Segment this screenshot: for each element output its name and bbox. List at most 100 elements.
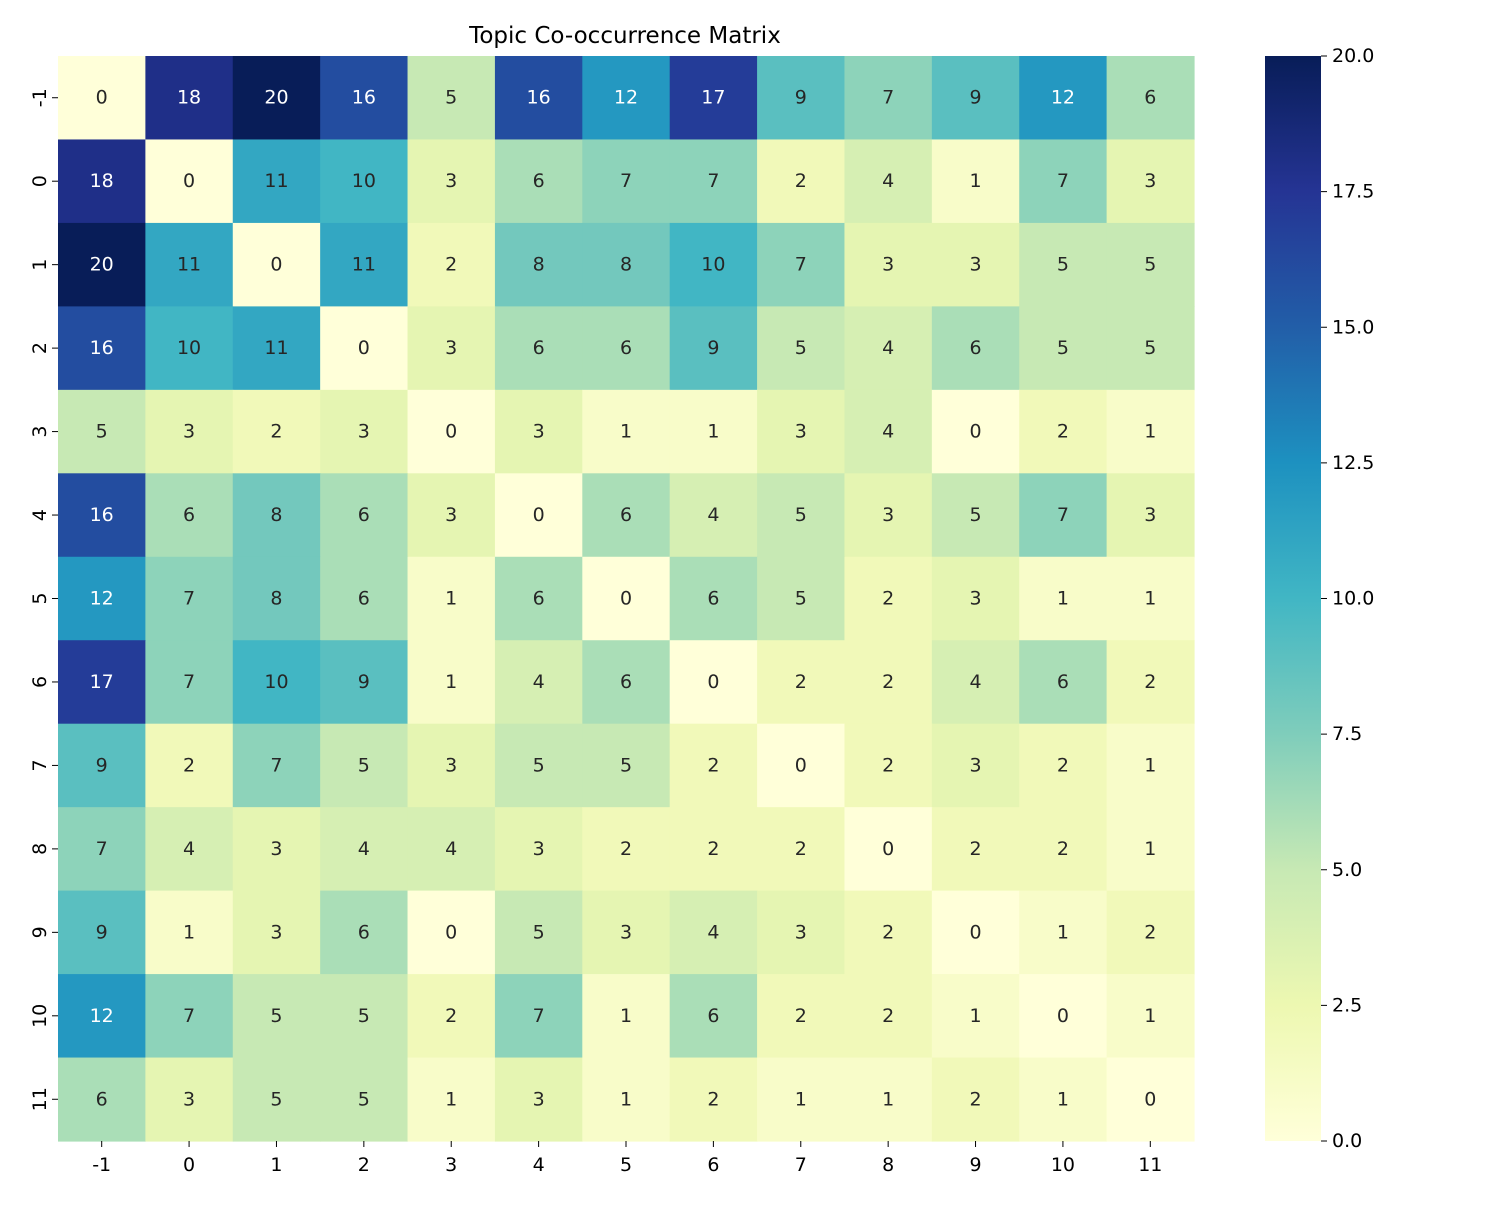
cell-value-label: 1 bbox=[1144, 1005, 1156, 1027]
heatmap-cell bbox=[844, 139, 933, 224]
cell-value-label: 2 bbox=[795, 671, 807, 693]
cell-value-label: 1 bbox=[1144, 588, 1156, 610]
heatmap-cell bbox=[931, 556, 1020, 641]
heatmap-cell bbox=[320, 807, 409, 892]
cell-value-label: 7 bbox=[1057, 170, 1069, 192]
y-tick-label: 4 bbox=[29, 509, 51, 521]
heatmap-cell bbox=[58, 890, 146, 975]
x-tick-label: 2 bbox=[358, 1154, 370, 1176]
cell-value-label: 2 bbox=[1057, 754, 1069, 776]
cell-value-label: 7 bbox=[183, 588, 195, 610]
cell-value-label: 1 bbox=[1057, 588, 1069, 610]
heatmap-cell bbox=[757, 473, 846, 558]
heatmap-cell bbox=[320, 306, 409, 391]
cell-value-label: 12 bbox=[1051, 87, 1075, 109]
cell-value-label: 11 bbox=[177, 254, 201, 276]
cell-value-label: 6 bbox=[533, 588, 545, 610]
y-tick-label: 8 bbox=[29, 843, 51, 855]
heatmap-cell bbox=[669, 974, 758, 1059]
heatmap-cell bbox=[320, 389, 409, 474]
cell-value-label: 5 bbox=[1057, 337, 1069, 359]
heatmap-cell bbox=[1019, 473, 1108, 558]
heatmap-cell bbox=[1106, 807, 1195, 892]
heatmap-cell bbox=[582, 56, 671, 141]
cell-value-label: 7 bbox=[183, 1005, 195, 1027]
heatmap-cell bbox=[320, 1057, 409, 1142]
cell-value-label: 3 bbox=[183, 1088, 195, 1110]
cell-value-label: 2 bbox=[882, 588, 894, 610]
heatmap-cell bbox=[669, 473, 758, 558]
heatmap-cell bbox=[494, 139, 583, 224]
cell-value-label: 1 bbox=[620, 421, 632, 443]
heatmap-cell bbox=[407, 56, 496, 141]
cell-value-label: 0 bbox=[533, 504, 545, 526]
cell-value-label: 3 bbox=[1144, 170, 1156, 192]
heatmap-cell bbox=[1106, 306, 1195, 391]
cell-value-label: 0 bbox=[795, 754, 807, 776]
heatmap-cell bbox=[1106, 222, 1195, 307]
cell-value-label: 2 bbox=[707, 1088, 719, 1110]
heatmap-cell bbox=[757, 222, 846, 307]
heatmap-cell bbox=[582, 556, 671, 641]
heatmap-cell bbox=[494, 556, 583, 641]
cell-value-label: 6 bbox=[96, 1088, 108, 1110]
heatmap-cell bbox=[669, 640, 758, 725]
heatmap-cell bbox=[582, 890, 671, 975]
heatmap-cell bbox=[320, 139, 409, 224]
cell-value-label: 1 bbox=[445, 671, 457, 693]
cell-value-label: 11 bbox=[264, 337, 288, 359]
heatmap-cell bbox=[844, 473, 933, 558]
cell-value-label: 8 bbox=[533, 254, 545, 276]
heatmap-cell bbox=[320, 222, 409, 307]
heatmap-cell bbox=[844, 640, 933, 725]
cell-value-label: 2 bbox=[707, 838, 719, 860]
heatmap-cell bbox=[669, 306, 758, 391]
heatmap-cell bbox=[931, 139, 1020, 224]
cell-value-label: 1 bbox=[445, 588, 457, 610]
heatmap-cell bbox=[320, 473, 409, 558]
heatmap-cell bbox=[320, 974, 409, 1059]
x-axis-ticks: -1 0 1 2 3 4 5 6 7 8 9 10 11 bbox=[92, 1141, 1162, 1176]
cell-value-label: 8 bbox=[270, 504, 282, 526]
heatmap-cell bbox=[1019, 389, 1108, 474]
cell-value-label: 6 bbox=[533, 337, 545, 359]
heatmap-cell bbox=[232, 222, 321, 307]
x-tick-label: 10 bbox=[1051, 1154, 1075, 1176]
cell-value-label: 4 bbox=[882, 170, 894, 192]
cell-value-label: 7 bbox=[707, 170, 719, 192]
y-tick-label: 3 bbox=[29, 426, 51, 438]
cell-value-label: 0 bbox=[96, 87, 108, 109]
x-tick-label: 11 bbox=[1138, 1154, 1162, 1176]
cell-value-label: 6 bbox=[707, 588, 719, 610]
heatmap-cell bbox=[407, 306, 496, 391]
colorbar-tick-label: 0.0 bbox=[1332, 1130, 1362, 1152]
heatmap-cell bbox=[58, 473, 146, 558]
heatmap-cell bbox=[757, 807, 846, 892]
cell-value-label: 5 bbox=[620, 754, 632, 776]
cell-value-label: 9 bbox=[795, 87, 807, 109]
cell-value-label: 1 bbox=[969, 170, 981, 192]
heatmap-cell bbox=[757, 56, 846, 141]
heatmap-cell bbox=[232, 640, 321, 725]
cell-value-label: 7 bbox=[183, 671, 195, 693]
heatmap-cell bbox=[145, 139, 234, 224]
cell-value-label: 3 bbox=[969, 754, 981, 776]
heatmap-cell bbox=[58, 56, 146, 141]
heatmap-cell bbox=[1019, 556, 1108, 641]
heatmap-cell bbox=[931, 890, 1020, 975]
y-tick-label: 7 bbox=[29, 759, 51, 771]
cell-value-label: 11 bbox=[352, 254, 376, 276]
cell-value-label: 0 bbox=[1144, 1088, 1156, 1110]
heatmap-cell bbox=[582, 139, 671, 224]
heatmap-cell bbox=[232, 974, 321, 1059]
heatmap-cell bbox=[232, 139, 321, 224]
x-tick-label: 5 bbox=[620, 1154, 632, 1176]
cell-value-label: 6 bbox=[358, 588, 370, 610]
cell-value-label: 12 bbox=[614, 87, 638, 109]
cell-value-label: 1 bbox=[1144, 838, 1156, 860]
y-tick-label: 10 bbox=[29, 1004, 51, 1028]
cell-value-label: 2 bbox=[969, 1088, 981, 1110]
cell-value-label: 2 bbox=[1144, 921, 1156, 943]
cell-value-label: 3 bbox=[445, 337, 457, 359]
heatmap-cell bbox=[931, 640, 1020, 725]
